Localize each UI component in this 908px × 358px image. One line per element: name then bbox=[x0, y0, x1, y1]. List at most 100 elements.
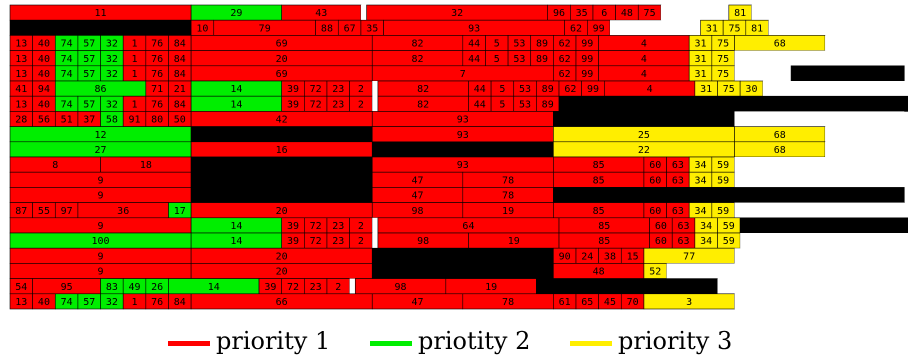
cell-label-r11-c4: 85 bbox=[593, 175, 605, 186]
grid-cell-r14-c6 bbox=[372, 217, 378, 233]
grid-cell-r0-c3 bbox=[360, 5, 367, 21]
cell-label-r5-c17: 99 bbox=[587, 84, 599, 95]
cell-label-r4-c3: 57 bbox=[83, 69, 95, 80]
cell-label-r3-c17: 31 bbox=[694, 54, 706, 65]
cell-label-r0-c5: 96 bbox=[553, 8, 565, 19]
cell-label-r18-c9: 2 bbox=[335, 282, 341, 293]
cell-label-r7-c5: 91 bbox=[128, 115, 140, 126]
cell-label-r7-c1: 56 bbox=[38, 115, 50, 126]
cell-label-r19-c1: 40 bbox=[38, 297, 50, 308]
grid-cell-r7-c11 bbox=[734, 111, 905, 127]
grid-cell-r7-c10 bbox=[553, 111, 735, 127]
cell-label-r6-c14: 82 bbox=[417, 99, 429, 110]
grid-cell-r10-c9 bbox=[734, 157, 905, 173]
cell-label-r4-c2: 74 bbox=[61, 69, 73, 80]
cell-label-r4-c8: 69 bbox=[276, 69, 288, 80]
cell-label-r3-c1: 40 bbox=[38, 54, 50, 65]
cell-label-r3-c10: 44 bbox=[468, 54, 480, 65]
cell-label-r18-c8: 23 bbox=[310, 282, 322, 293]
cell-label-r3-c2: 74 bbox=[61, 54, 73, 65]
cell-label-r1-c6: 93 bbox=[468, 23, 480, 34]
cell-label-r5-c5: 14 bbox=[230, 84, 242, 95]
cell-label-r6-c8: 14 bbox=[230, 99, 242, 110]
cell-label-r1-c4: 67 bbox=[344, 23, 356, 34]
cell-label-r8-c3: 25 bbox=[638, 130, 650, 141]
cell-label-r19-c8: 66 bbox=[276, 297, 288, 308]
cell-label-r4-c10: 62 bbox=[559, 69, 571, 80]
cell-label-r5-c1: 94 bbox=[38, 84, 50, 95]
cell-label-r16-c3: 90 bbox=[559, 251, 571, 262]
cell-label-r9-c4: 68 bbox=[774, 145, 786, 156]
cell-label-r5-c2: 86 bbox=[95, 84, 107, 95]
cell-label-r2-c9: 82 bbox=[411, 39, 423, 50]
grid-cell-r4-c16 bbox=[790, 65, 905, 82]
cell-label-r0-c8: 48 bbox=[621, 8, 633, 19]
cell-label-r13-c3: 36 bbox=[117, 206, 129, 217]
grid-cell-r1-c0 bbox=[9, 19, 192, 36]
grid-cell-r17-c5 bbox=[666, 263, 905, 279]
cell-label-r7-c4: 58 bbox=[106, 115, 118, 126]
grid-cell-r16-c8 bbox=[734, 248, 905, 264]
cell-label-r17-c0: 9 bbox=[98, 267, 104, 278]
cell-label-r10-c3: 93 bbox=[457, 160, 469, 171]
cell-label-r13-c12: 59 bbox=[717, 206, 729, 217]
cell-label-r18-c0: 54 bbox=[15, 282, 27, 293]
cell-label-r1-c1: 10 bbox=[196, 23, 208, 34]
grid-cell-r2-c20 bbox=[825, 35, 905, 51]
cell-label-r19-c0: 13 bbox=[15, 297, 27, 308]
cell-label-r10-c6: 63 bbox=[672, 160, 684, 171]
cell-label-r4-c11: 99 bbox=[581, 69, 593, 80]
cell-label-r1-c10: 31 bbox=[706, 23, 718, 34]
cell-label-r12-c3: 78 bbox=[502, 191, 514, 202]
cell-label-r0-c1: 29 bbox=[230, 8, 242, 19]
cell-label-r16-c7: 77 bbox=[683, 251, 695, 262]
cell-label-r6-c11: 23 bbox=[332, 99, 344, 110]
cell-label-r2-c12: 53 bbox=[513, 39, 525, 50]
cell-label-r0-c11: 81 bbox=[734, 8, 746, 19]
cell-label-r19-c2: 74 bbox=[61, 297, 73, 308]
cell-label-r19-c15: 3 bbox=[686, 297, 692, 308]
cell-label-r18-c3: 49 bbox=[128, 282, 140, 293]
cell-label-r4-c4: 32 bbox=[106, 69, 118, 80]
cell-label-r3-c0: 13 bbox=[15, 54, 27, 65]
cell-label-r5-c15: 89 bbox=[542, 84, 554, 95]
grid-cell-r9-c2 bbox=[371, 141, 554, 158]
cell-label-r19-c12: 65 bbox=[581, 297, 593, 308]
cell-label-r2-c15: 99 bbox=[581, 39, 593, 50]
grid-cell-r16-c2 bbox=[371, 247, 554, 264]
cell-label-r11-c3: 78 bbox=[502, 175, 514, 186]
cell-label-r3-c18: 75 bbox=[717, 54, 729, 65]
cell-label-r15-c5: 2 bbox=[358, 236, 364, 247]
cell-label-r4-c7: 84 bbox=[174, 69, 186, 80]
cell-label-r15-c3: 72 bbox=[310, 236, 322, 247]
cell-label-r10-c7: 34 bbox=[694, 160, 706, 171]
grid-cell-r17-c2 bbox=[371, 263, 554, 279]
cell-label-r7-c7: 50 bbox=[174, 115, 186, 126]
grid-cell-r1-c9 bbox=[609, 20, 701, 36]
cell-label-r3-c16: 4 bbox=[641, 54, 647, 65]
cell-label-r14-c8: 85 bbox=[598, 221, 610, 232]
cell-label-r2-c4: 32 bbox=[106, 39, 118, 50]
cell-label-r19-c9: 47 bbox=[411, 297, 423, 308]
grid-cell-r12-c1 bbox=[190, 187, 373, 203]
cell-label-r5-c18: 4 bbox=[647, 84, 653, 95]
cell-label-r9-c1: 16 bbox=[276, 145, 288, 156]
cell-label-r0-c6: 35 bbox=[576, 8, 588, 19]
cell-label-r16-c5: 38 bbox=[604, 251, 616, 262]
cell-label-r4-c5: 1 bbox=[132, 69, 138, 80]
cell-label-r18-c12: 19 bbox=[485, 282, 497, 293]
cell-label-r8-c2: 93 bbox=[457, 130, 469, 141]
cell-label-r19-c11: 61 bbox=[559, 297, 571, 308]
cell-label-r4-c9: 7 bbox=[460, 69, 466, 80]
cell-label-r3-c5: 1 bbox=[132, 54, 138, 65]
cell-label-r18-c11: 98 bbox=[395, 282, 407, 293]
cell-label-r17-c3: 48 bbox=[593, 267, 605, 278]
cell-label-r13-c8: 85 bbox=[593, 206, 605, 217]
cell-label-r1-c2: 79 bbox=[259, 23, 271, 34]
cell-label-r6-c18: 89 bbox=[542, 99, 554, 110]
cell-label-r1-c7: 62 bbox=[570, 23, 582, 34]
cell-label-r2-c8: 69 bbox=[276, 39, 288, 50]
cell-label-r4-c0: 13 bbox=[15, 69, 27, 80]
cell-label-r0-c4: 32 bbox=[451, 8, 463, 19]
cell-label-r2-c13: 89 bbox=[536, 39, 548, 50]
